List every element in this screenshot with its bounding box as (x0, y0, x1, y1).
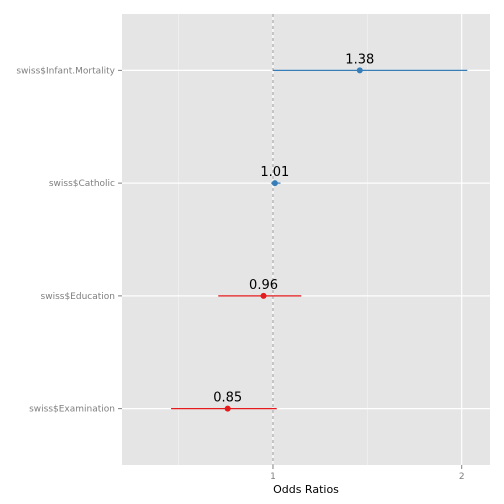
x-tick-label: 1 (270, 472, 276, 482)
plot-panel (122, 14, 490, 465)
y-tick-label: swiss$Infant.Mortality (16, 66, 115, 76)
x-axis-label: Odds Ratios (273, 483, 339, 496)
estimate-point (224, 405, 231, 412)
axes: swiss$Infant.Mortality swiss$Catholic swis… (16, 66, 464, 482)
estimate-point (271, 180, 278, 187)
data-label: 1.38 (345, 52, 374, 67)
y-tick-label: swiss$Examination (29, 405, 115, 415)
data-label: 1.01 (260, 165, 289, 180)
data-label: 0.85 (213, 391, 242, 406)
x-tick-label: 2 (459, 472, 465, 482)
y-tick-label: swiss$Education (41, 292, 115, 302)
estimate-point (260, 292, 267, 299)
marks: 1.38 1.01 0.96 0.85 (171, 52, 468, 412)
data-label: 0.96 (249, 278, 278, 293)
y-tick-label: swiss$Catholic (49, 179, 115, 189)
estimate-point (356, 67, 363, 74)
